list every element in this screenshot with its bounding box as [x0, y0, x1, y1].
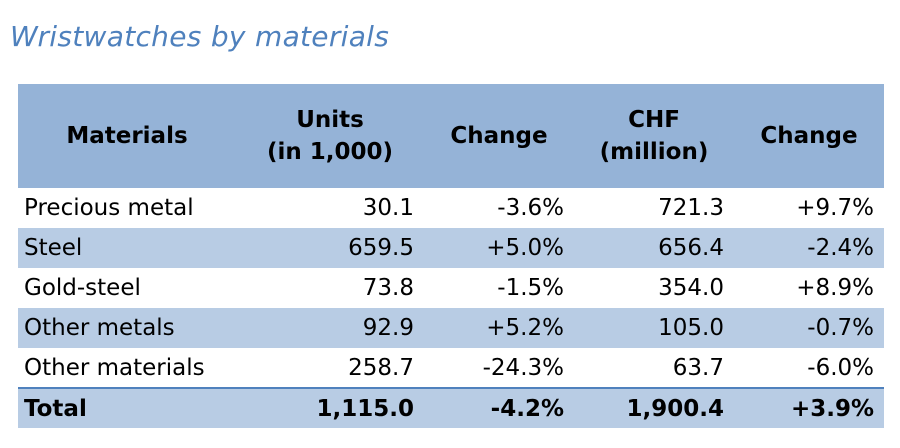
cell-material: Other metals — [24, 315, 175, 341]
header-chf-line2: (million) — [599, 139, 709, 165]
header-units-change: Change — [424, 84, 574, 188]
materials-table: Materials Units (in 1,000) Change CHF (m… — [18, 84, 884, 428]
cell-material: Other materials — [24, 354, 205, 381]
table-row: Other metals 92.9 +5.2% 105.0 -0.7% — [18, 308, 884, 348]
header-units-line2: (in 1,000) — [266, 139, 394, 165]
header-chf-line1: CHF — [628, 107, 680, 133]
table-body: Precious metal 30.1 -3.6% 721.3 +9.7% St… — [18, 188, 884, 428]
cell-chf: 656.4 — [658, 235, 724, 261]
cell-units: 659.5 — [348, 235, 414, 261]
total-chf-change: +3.9% — [790, 395, 874, 422]
total-label: Total — [24, 395, 87, 422]
cell-chf: 721.3 — [658, 195, 724, 221]
total-row: Total 1,115.0 -4.2% 1,900.4 +3.9% — [18, 388, 884, 428]
table-title: Wristwatches by materials — [10, 20, 390, 53]
total-chf: 1,900.4 — [626, 395, 725, 422]
header-chf-change-label: Change — [760, 123, 858, 149]
cell-material: Gold-steel — [24, 275, 141, 301]
header-row: Materials Units (in 1,000) Change CHF (m… — [18, 84, 884, 188]
materials-table-container: Materials Units (in 1,000) Change CHF (m… — [18, 84, 884, 428]
header-materials: Materials — [18, 84, 236, 188]
cell-units-change: -1.5% — [497, 275, 564, 301]
cell-units-change: -24.3% — [482, 354, 564, 381]
cell-chf: 63.7 — [672, 354, 724, 381]
cell-chf-change: -0.7% — [807, 315, 874, 341]
header-units-change-label: Change — [450, 123, 548, 149]
cell-units: 92.9 — [362, 315, 414, 341]
cell-units-change: -3.6% — [497, 195, 564, 221]
cell-material: Steel — [24, 235, 83, 261]
cell-units-change: +5.0% — [486, 235, 564, 261]
header-chf: CHF (million) — [574, 84, 734, 188]
total-units-change: -4.2% — [490, 395, 564, 422]
total-units: 1,115.0 — [316, 395, 415, 422]
table-row: Other materials 258.7 -24.3% 63.7 -6.0% — [18, 348, 884, 388]
cell-units-change: +5.2% — [486, 315, 564, 341]
cell-units: 258.7 — [348, 354, 414, 381]
cell-units: 73.8 — [362, 275, 414, 301]
cell-chf-change: +9.7% — [796, 195, 874, 221]
cell-units: 30.1 — [362, 195, 414, 221]
cell-chf-change: -6.0% — [807, 354, 874, 381]
table-header: Materials Units (in 1,000) Change CHF (m… — [18, 84, 884, 188]
cell-chf: 354.0 — [658, 275, 724, 301]
header-materials-label: Materials — [66, 123, 188, 149]
cell-chf-change: +8.9% — [796, 275, 874, 301]
table-row: Steel 659.5 +5.0% 656.4 -2.4% — [18, 228, 884, 268]
table-row: Gold-steel 73.8 -1.5% 354.0 +8.9% — [18, 268, 884, 308]
header-units: Units (in 1,000) — [236, 84, 424, 188]
cell-chf: 105.0 — [658, 315, 724, 341]
cell-chf-change: -2.4% — [807, 235, 874, 261]
table-row: Precious metal 30.1 -3.6% 721.3 +9.7% — [18, 188, 884, 228]
header-units-line1: Units — [296, 107, 364, 133]
header-chf-change: Change — [734, 84, 884, 188]
cell-material: Precious metal — [24, 195, 194, 221]
